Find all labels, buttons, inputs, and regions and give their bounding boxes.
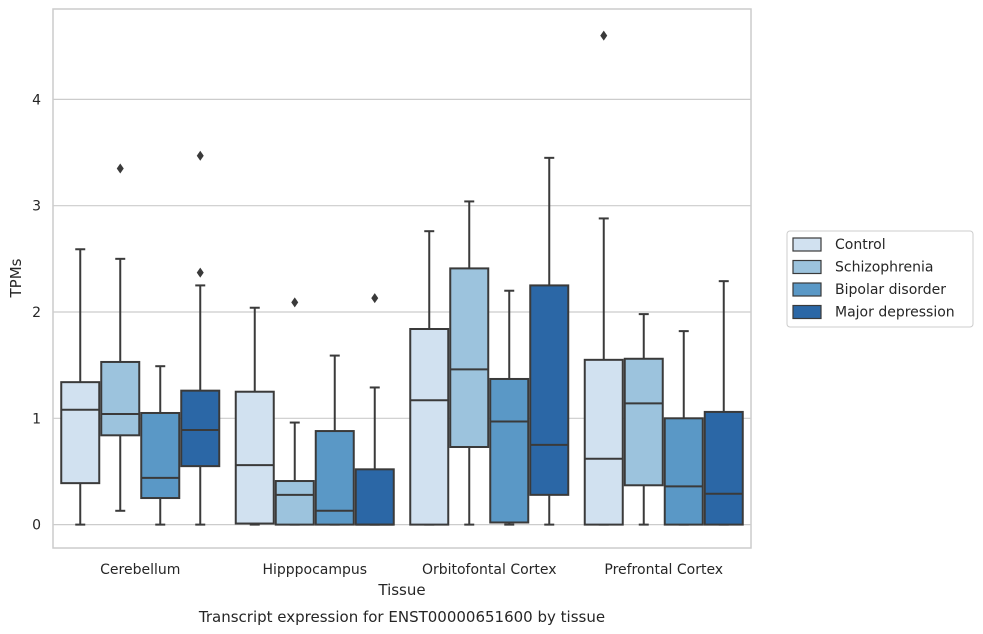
- box-0-3: [180, 150, 221, 526]
- legend: Control Schizophrenia Bipolar disorder Majo…: [786, 230, 974, 328]
- y-axis-label: TPMs: [7, 258, 25, 298]
- outlier-point: [371, 293, 379, 304]
- box-3-0: [583, 30, 624, 526]
- legend-swatch: [792, 304, 822, 320]
- y-tick-label: 0: [32, 518, 41, 534]
- legend-label: Control: [835, 237, 886, 253]
- box-1-3: [354, 293, 395, 526]
- box-0-0: [60, 248, 101, 526]
- y-tick-label: 2: [32, 305, 41, 321]
- x-tick-label: Cerebellum: [100, 562, 180, 578]
- box-iqr: [180, 389, 221, 468]
- legend-swatch: [792, 259, 822, 275]
- box-3-1: [623, 313, 664, 526]
- box-iqr: [140, 411, 181, 500]
- box-2-1: [449, 200, 490, 526]
- legend-swatch: [792, 282, 822, 297]
- box-iqr: [409, 327, 450, 526]
- box-iqr: [489, 377, 530, 524]
- box-iqr: [529, 284, 570, 496]
- y-tick-label: 4: [32, 92, 41, 108]
- box-1-1: [274, 297, 315, 526]
- box-iqr: [354, 468, 395, 526]
- box-iqr: [583, 358, 624, 526]
- outlier-point: [600, 30, 608, 41]
- box-iqr: [314, 430, 355, 526]
- plot-frame: [52, 8, 752, 549]
- legend-swatch: [792, 237, 822, 252]
- legend-item: Major depression: [792, 304, 955, 321]
- x-tick-label: Prefrontal Cortex: [604, 562, 723, 578]
- x-tick-label: Orbitofontal Cortex: [422, 562, 557, 578]
- box-iqr: [60, 381, 101, 485]
- legend-item: Control: [792, 237, 886, 253]
- box-1-0: [234, 306, 275, 526]
- legend-frame: [786, 230, 974, 328]
- box-0-1: [100, 163, 141, 512]
- x-axis-ticks: Cerebellum Hipppocampus Orbitofontal Corte…: [100, 562, 723, 578]
- plot-boxes: [60, 30, 744, 526]
- outlier-point: [196, 150, 204, 161]
- box-1-2: [314, 354, 355, 526]
- box-2-0: [409, 230, 450, 526]
- box-3-2: [663, 330, 704, 526]
- outlier-point: [291, 297, 299, 308]
- box-iqr: [100, 360, 141, 437]
- box-3-3: [703, 280, 744, 526]
- x-axis-label: Tissue: [377, 581, 425, 599]
- legend-item: Bipolar disorder: [792, 282, 946, 298]
- legend-item: Schizophrenia: [792, 259, 933, 276]
- box-iqr: [623, 357, 664, 487]
- box-0-2: [140, 365, 181, 526]
- box-2-3: [529, 156, 570, 526]
- box-iqr: [703, 410, 744, 526]
- outlier-point: [196, 267, 204, 278]
- legend-label: Major depression: [835, 305, 955, 321]
- box-iqr: [449, 267, 490, 449]
- box-2-2: [489, 289, 530, 526]
- y-axis-ticks: 0 1 2 3 4: [32, 92, 41, 533]
- box-iqr: [234, 390, 275, 525]
- y-tick-label: 3: [32, 199, 41, 215]
- box-iqr: [274, 480, 315, 526]
- y-tick-label: 1: [32, 411, 41, 427]
- legend-label: Schizophrenia: [835, 260, 933, 276]
- legend-label: Bipolar disorder: [835, 282, 946, 298]
- box-iqr: [663, 417, 704, 526]
- x-tick-label: Hipppocampus: [262, 562, 367, 578]
- outlier-point: [116, 163, 124, 174]
- chart-caption: Transcript expression for ENST0000065160…: [198, 608, 605, 626]
